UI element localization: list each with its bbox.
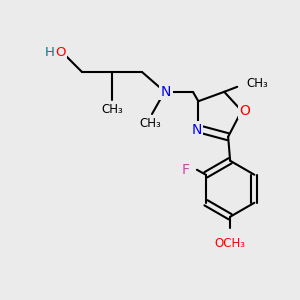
Text: O: O [56,46,66,59]
Text: O: O [239,104,250,118]
Text: OCH₃: OCH₃ [214,237,246,250]
Text: CH₃: CH₃ [139,117,161,130]
Text: CH₃: CH₃ [101,103,123,116]
Text: CH₃: CH₃ [246,77,268,90]
Text: H: H [45,46,55,59]
Text: N: N [191,123,202,137]
Text: F: F [182,163,190,177]
Text: N: N [161,85,171,99]
